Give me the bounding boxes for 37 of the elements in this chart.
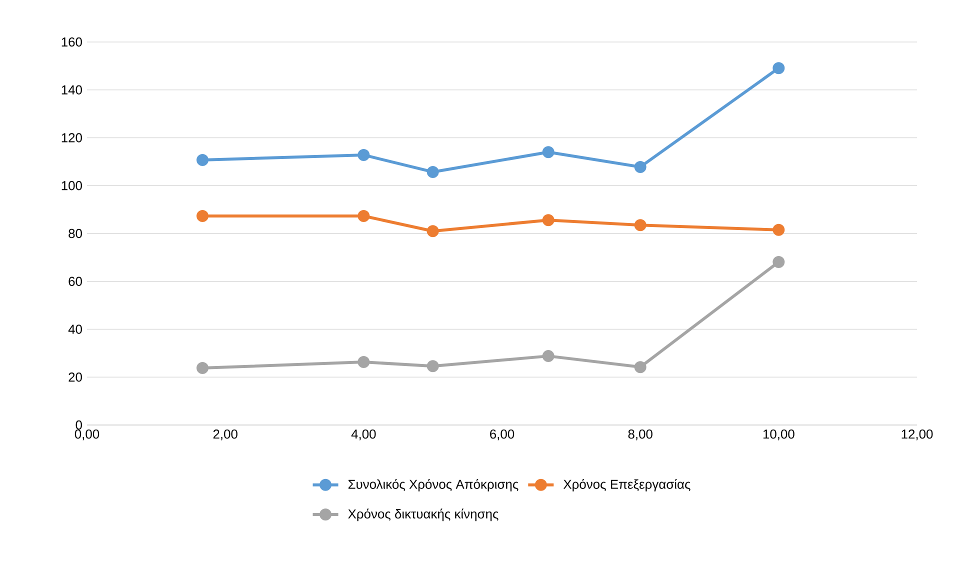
legend-label: Χρόνος Επεξεργασίας	[563, 478, 690, 492]
point	[196, 210, 209, 222]
y-tick-label: 120	[62, 133, 82, 142]
point	[196, 362, 209, 374]
point	[542, 350, 554, 362]
point	[426, 225, 439, 238]
point	[358, 210, 370, 222]
y-tick-label: 20	[68, 372, 82, 382]
y-tick-label: 80	[68, 228, 82, 238]
point	[542, 214, 554, 226]
point	[358, 356, 370, 368]
point	[772, 62, 785, 74]
point	[426, 360, 439, 372]
point	[542, 146, 554, 158]
y-tick-label: 160	[62, 37, 82, 47]
point	[772, 224, 785, 236]
x-tick-label: 2,00	[213, 430, 238, 440]
x-tick-label: 12,00	[902, 430, 933, 440]
y-tick-label: 60	[68, 276, 82, 286]
x-tick-label: 6,00	[490, 430, 514, 440]
y-tick-label: 40	[68, 324, 82, 334]
x-tick-label: 8,00	[628, 430, 652, 440]
x-tick-label: 10,00	[763, 430, 794, 440]
point	[426, 166, 439, 178]
x-tick-label: 0,00	[74, 430, 100, 440]
point	[634, 219, 646, 232]
x-tick-label: 4,00	[351, 430, 376, 440]
point	[196, 154, 209, 166]
point	[358, 148, 370, 161]
y-tick-label: 140	[62, 85, 82, 94]
y-tick-label: 100	[62, 181, 82, 190]
point	[634, 160, 646, 173]
point	[634, 361, 646, 374]
y-tick-label: 0	[76, 420, 82, 430]
point	[772, 256, 785, 268]
legend-label: Χρόνος δικτυακής κίνησης	[348, 508, 498, 522]
legend-label: Συνολικός Χρόνος Απόκρισης	[348, 478, 518, 492]
